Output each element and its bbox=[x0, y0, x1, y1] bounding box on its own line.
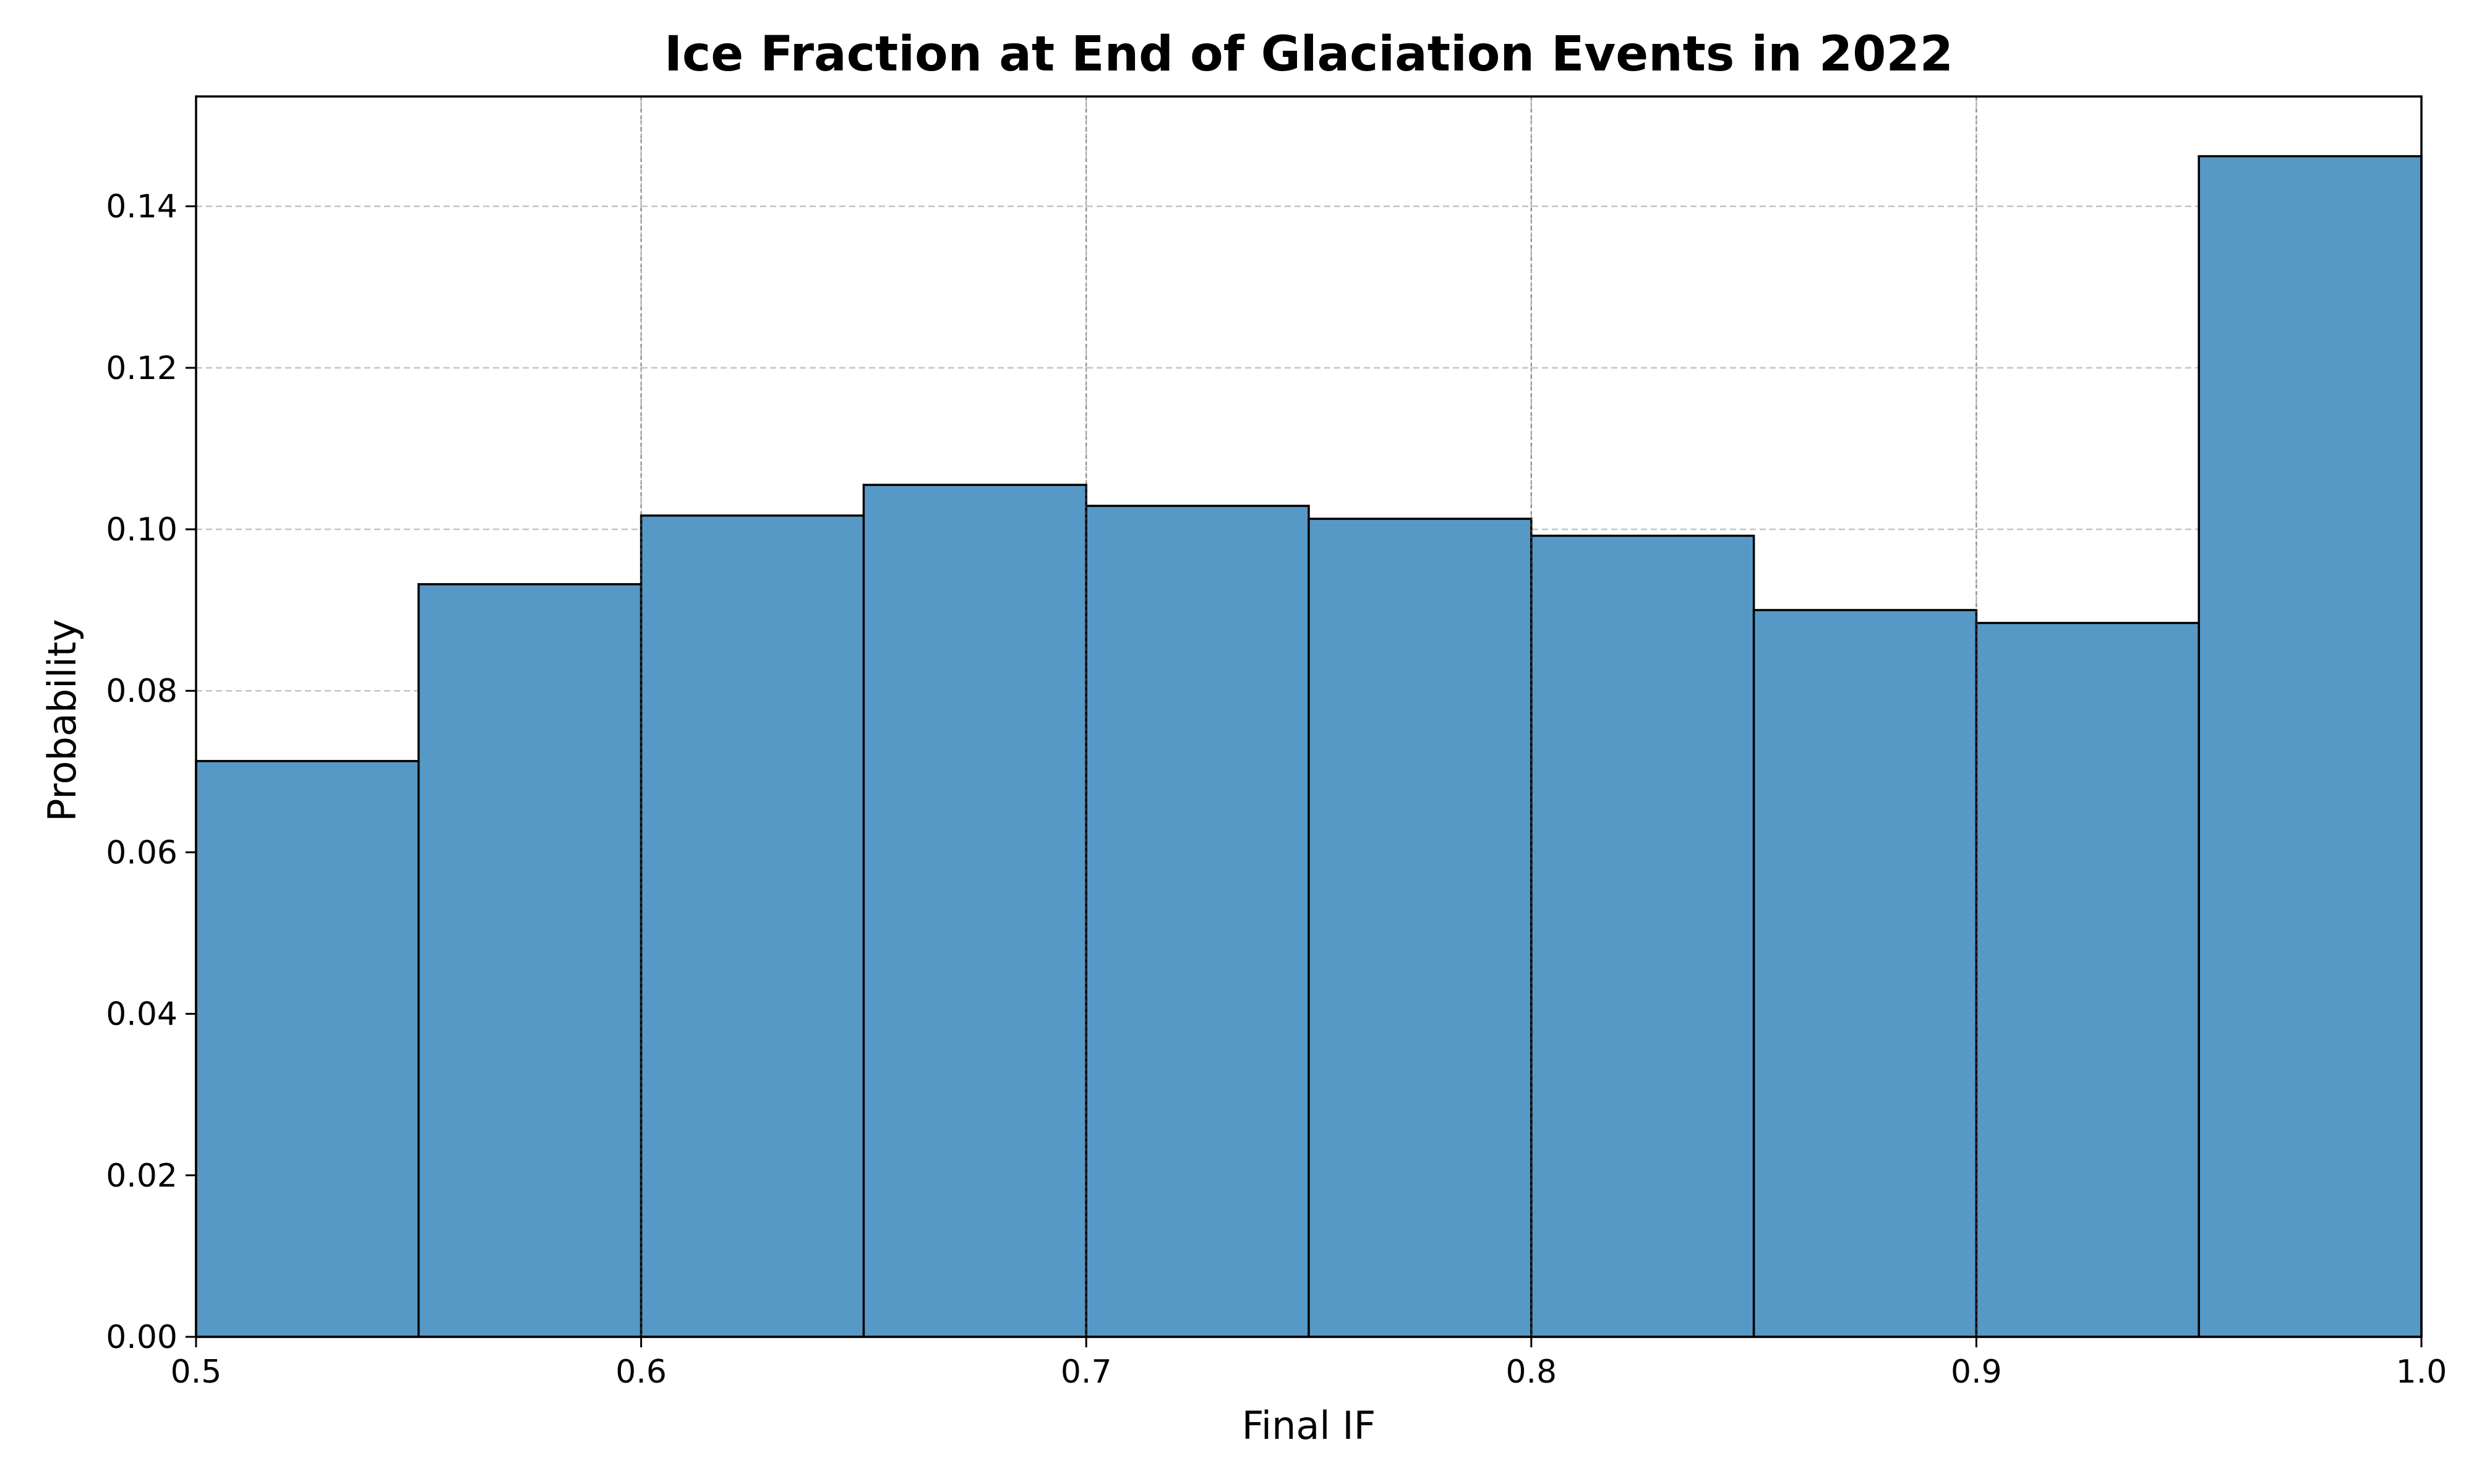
x-tick-label: 1.0 bbox=[2396, 1354, 2447, 1391]
histogram-bar bbox=[640, 514, 865, 1338]
histogram-bar bbox=[417, 583, 643, 1338]
histogram-bar bbox=[862, 484, 1087, 1338]
histogram-bar bbox=[1530, 534, 1755, 1338]
y-tick-label: 0.08 bbox=[106, 673, 178, 710]
x-tick-label: 0.9 bbox=[1951, 1354, 2002, 1391]
histogram-bar bbox=[1975, 621, 2200, 1338]
y-tick-label: 0.14 bbox=[106, 189, 178, 226]
x-axis-ticks: 0.5 0.6 0.7 0.8 0.9 1.0 bbox=[171, 1337, 2447, 1391]
histogram-bar bbox=[195, 760, 420, 1338]
histogram-bar bbox=[1752, 608, 1978, 1338]
y-tick-label: 0.12 bbox=[106, 350, 178, 387]
y-tick-label: 0.00 bbox=[106, 1319, 178, 1356]
plot-frame bbox=[195, 95, 2423, 1338]
y-axis-ticks: 0.00 0.02 0.04 0.06 0.08 0.10 0.12 0.14 bbox=[106, 189, 196, 1356]
x-tick-label: 0.8 bbox=[1505, 1354, 1557, 1391]
y-axis-label: Probability bbox=[40, 619, 85, 822]
x-tick-label: 0.5 bbox=[171, 1354, 222, 1391]
histogram-bar bbox=[1308, 518, 1533, 1338]
grid-overlay-layer bbox=[640, 96, 1977, 1337]
x-tick-label: 0.6 bbox=[615, 1354, 667, 1391]
histogram-bar bbox=[2198, 155, 2423, 1338]
x-tick-label: 0.7 bbox=[1061, 1354, 1112, 1391]
x-axis-label: Final IF bbox=[1242, 1403, 1376, 1448]
y-tick-label: 0.04 bbox=[106, 996, 178, 1033]
histogram-bar bbox=[1085, 505, 1310, 1338]
y-tick-label: 0.06 bbox=[106, 834, 178, 871]
y-tick-label: 0.02 bbox=[106, 1158, 178, 1195]
bars-layer bbox=[195, 155, 2423, 1338]
chart-title: Ice Fraction at End of Glaciation Events… bbox=[664, 27, 1953, 82]
y-tick-label: 0.10 bbox=[106, 511, 178, 548]
